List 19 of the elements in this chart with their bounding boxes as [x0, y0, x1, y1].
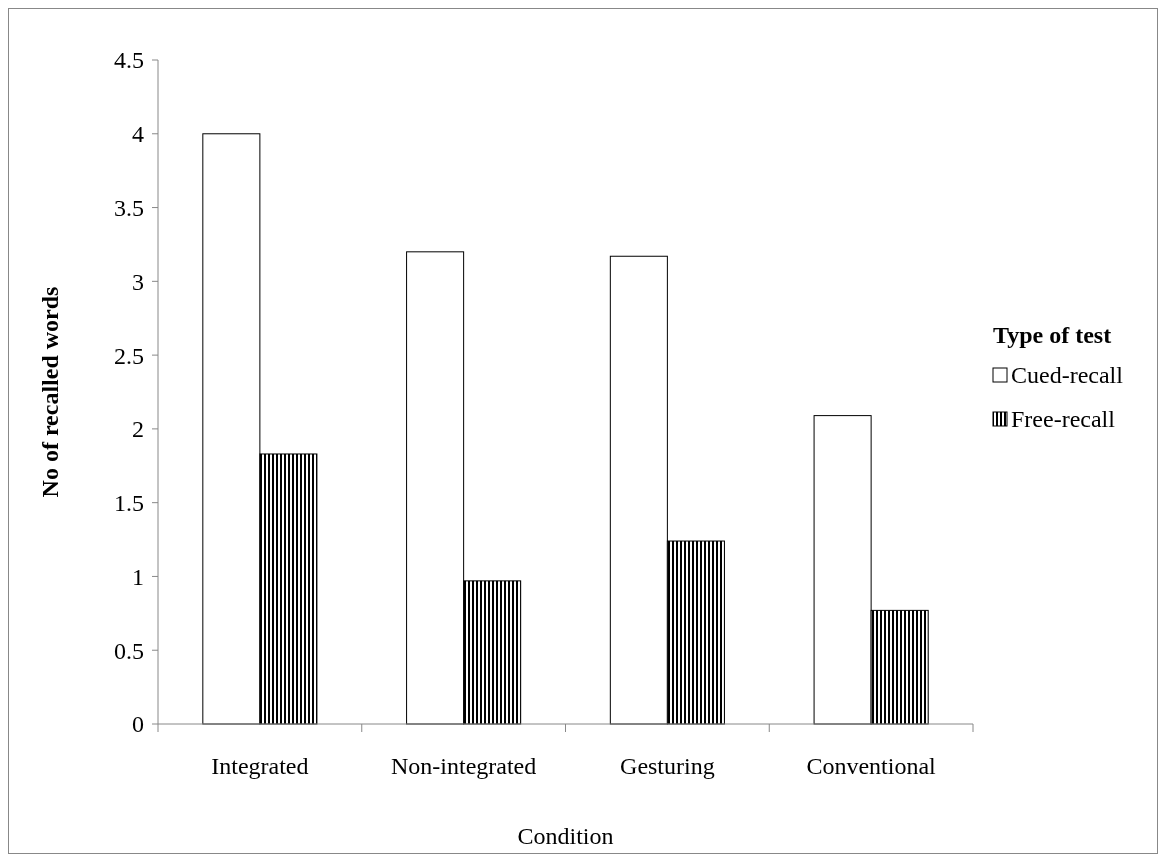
- y-tick-label: 4: [132, 121, 144, 148]
- x-tick-label: Gesturing: [620, 753, 715, 779]
- y-tick-label: 0: [132, 711, 144, 738]
- x-tick-label: Non-integrated: [390, 753, 537, 779]
- y-tick-label: 2.5: [114, 342, 144, 369]
- y-tick-label: 2: [132, 416, 144, 443]
- y-tick-label: 1: [132, 563, 144, 590]
- y-tick-label: 3: [132, 268, 144, 295]
- x-tick-label: Conventional: [806, 753, 937, 779]
- x-axis-title: Condition: [517, 823, 614, 849]
- y-tick-label: 3.5: [114, 194, 144, 221]
- legend-title: Type of test: [993, 322, 1112, 348]
- y-tick-label: 1.5: [114, 490, 144, 517]
- y-tick-label: 4.5: [114, 47, 144, 74]
- y-tick-label: 0.5: [114, 637, 144, 664]
- y-axis-title: No of recalled words: [37, 286, 63, 498]
- legend-label: Cued-recall: [1011, 362, 1124, 389]
- x-tick-label: Integrated: [211, 753, 309, 779]
- legend-label: Free-recall: [1011, 406, 1116, 433]
